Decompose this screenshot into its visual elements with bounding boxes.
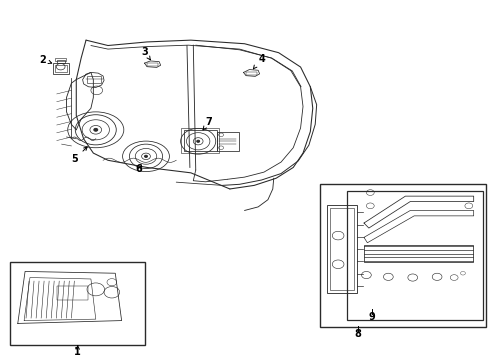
Text: 3: 3 bbox=[141, 46, 150, 60]
Circle shape bbox=[94, 129, 98, 131]
Bar bbox=[57, 286, 88, 300]
Text: 9: 9 bbox=[368, 312, 375, 322]
Bar bbox=[183, 130, 216, 151]
Bar bbox=[57, 59, 64, 63]
Bar bbox=[10, 262, 144, 345]
Text: 1: 1 bbox=[74, 347, 81, 357]
Text: 8: 8 bbox=[353, 329, 360, 339]
Circle shape bbox=[196, 140, 199, 142]
Bar bbox=[87, 76, 101, 83]
Bar bbox=[330, 208, 353, 290]
Bar bbox=[320, 184, 485, 327]
Text: 2: 2 bbox=[39, 54, 52, 64]
Bar bbox=[346, 191, 483, 320]
Bar bbox=[147, 63, 158, 66]
Bar bbox=[55, 58, 66, 61]
Text: 7: 7 bbox=[203, 117, 212, 130]
Text: 4: 4 bbox=[253, 54, 264, 69]
Bar bbox=[53, 63, 69, 74]
Circle shape bbox=[144, 155, 147, 157]
Bar bbox=[216, 132, 238, 151]
Bar bbox=[181, 128, 219, 153]
Bar bbox=[327, 205, 356, 293]
Bar bbox=[363, 244, 472, 262]
Bar bbox=[55, 64, 67, 72]
Text: 5: 5 bbox=[71, 147, 87, 164]
Bar bbox=[245, 72, 256, 75]
Text: 6: 6 bbox=[136, 164, 142, 174]
